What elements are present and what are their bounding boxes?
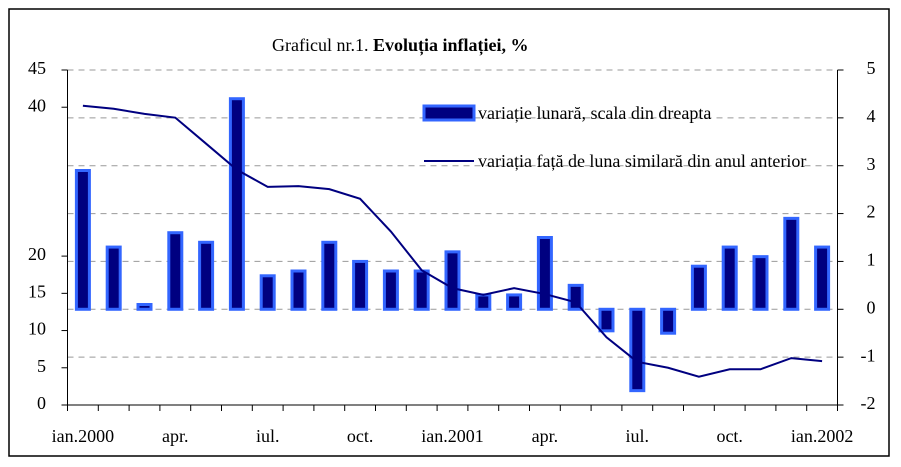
x-tick-label: ian.2000 — [52, 426, 115, 446]
legend-label: variație lunară, scala din dreapta — [478, 103, 712, 123]
frame — [8, 8, 890, 457]
bar — [228, 97, 245, 311]
bar — [690, 264, 707, 311]
bar — [536, 236, 553, 311]
bar — [660, 307, 677, 335]
y2-tick-label: 0 — [867, 297, 876, 317]
bar — [167, 231, 184, 311]
x-tick-label: oct. — [347, 426, 374, 446]
x-tick-label: ian.2001 — [421, 426, 484, 446]
bar — [198, 240, 215, 311]
line — [82, 104, 823, 378]
bar — [321, 240, 338, 311]
y2-tick-label: -2 — [861, 393, 876, 413]
y-tick-label: 15 — [28, 281, 46, 301]
bar — [629, 307, 646, 393]
x-tick-label: apr. — [162, 426, 189, 446]
bar — [136, 303, 153, 311]
y2-tick-label: 2 — [867, 202, 876, 222]
x-tick-label: ian.2002 — [791, 426, 854, 446]
y2-tick-label: -1 — [861, 345, 876, 365]
bar — [352, 259, 369, 311]
y2-tick-label: 3 — [867, 154, 876, 174]
bar — [814, 245, 831, 311]
bar — [752, 255, 769, 311]
y-tick-label: 45 — [28, 58, 46, 78]
bar — [105, 245, 122, 311]
bar — [74, 169, 91, 311]
y-tick-label: 5 — [37, 356, 46, 376]
x-tick-label: apr. — [532, 426, 559, 446]
bar — [506, 293, 523, 311]
y-tick-label: 0 — [37, 393, 46, 413]
bar — [475, 293, 492, 311]
bar — [567, 283, 584, 311]
bar — [382, 269, 399, 311]
bar — [259, 274, 276, 311]
y2-tick-label: 4 — [867, 106, 876, 126]
title: Evoluția inflației, % — [373, 35, 529, 56]
x-tick-label: oct. — [716, 426, 743, 446]
chart-title: Graficul nr.1. Evoluția inflației, % — [272, 35, 528, 56]
bar — [721, 245, 738, 311]
y-tick-label: 20 — [28, 244, 46, 264]
y-tick-label: 40 — [28, 95, 46, 115]
y-tick-label: 10 — [28, 319, 46, 339]
legend-label: variația față de luna similară din anul … — [478, 151, 807, 171]
x-tick-label: iul. — [256, 426, 280, 446]
legend-entry: variație lunară, scala din dreapta — [478, 102, 808, 124]
legend-key — [422, 104, 476, 122]
x-tick-label: iul. — [626, 426, 650, 446]
legend-entry: variația față de luna similară din anul … — [478, 150, 808, 172]
figure-label: Graficul nr.1. — [272, 35, 368, 55]
bar — [290, 269, 307, 311]
y2-tick-label: 5 — [867, 58, 876, 78]
bar — [444, 250, 461, 311]
bar — [413, 269, 430, 311]
bar — [783, 216, 800, 311]
bar — [598, 307, 615, 333]
y2-tick-label: 1 — [867, 250, 876, 270]
